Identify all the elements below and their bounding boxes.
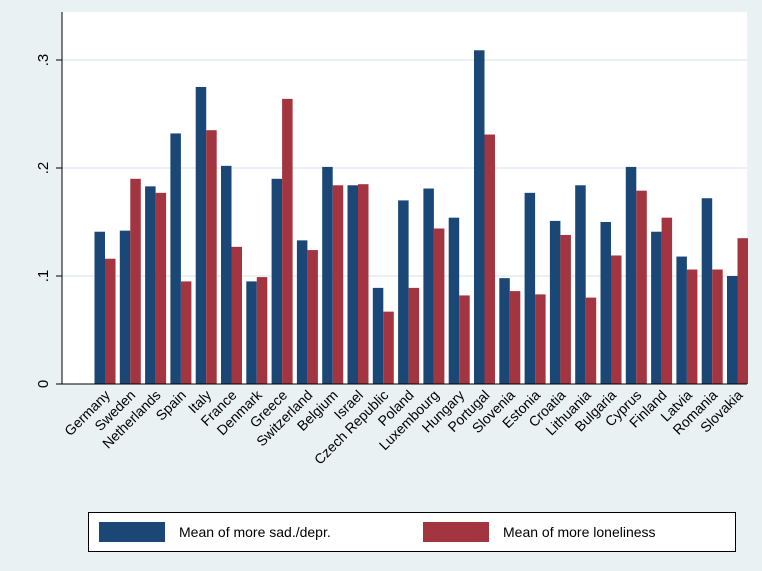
- bar-sad-depr-hungary: [448, 217, 460, 384]
- legend: Mean of more sad./depr. Mean of more lon…: [88, 512, 736, 552]
- bar-loneliness-lithuania: [585, 297, 597, 384]
- bar-loneliness-latvia: [686, 269, 698, 384]
- legend-label-series-1: Mean of more sad./depr.: [179, 524, 331, 540]
- bar-loneliness-poland: [408, 287, 420, 384]
- bar-loneliness-bulgaria: [611, 255, 622, 384]
- bar-sad-depr-italy: [195, 87, 207, 384]
- bar-sad-depr-estonia: [524, 192, 536, 384]
- bar-sad-depr-slovakia: [727, 276, 738, 384]
- bar-loneliness-luxembourg: [433, 228, 445, 384]
- bar-sad-depr-bulgaria: [600, 222, 611, 384]
- bar-chart: 0.1.2.3 GermanySwedenNetherlandsSpainIta…: [35, 12, 748, 467]
- y-tick-label: .3: [35, 54, 52, 67]
- bar-sad-depr-poland: [398, 200, 409, 384]
- bar-loneliness-israel: [358, 184, 369, 384]
- bar-sad-depr-finland: [651, 231, 662, 384]
- bar-loneliness-estonia: [535, 294, 546, 384]
- bar-sad-depr-portugal: [474, 50, 485, 384]
- bar-loneliness-finland: [661, 217, 673, 384]
- bar-sad-depr-switzerland: [296, 240, 308, 384]
- bar-sad-depr-croatia: [549, 220, 561, 384]
- bar-sad-depr-lithuania: [575, 185, 586, 384]
- y-tick-label: .2: [35, 162, 52, 175]
- bar-sad-depr-israel: [347, 185, 358, 384]
- bar-sad-depr-luxembourg: [423, 188, 434, 384]
- bar-loneliness-france: [231, 246, 242, 384]
- legend-label-series-2: Mean of more loneliness: [503, 524, 656, 540]
- bar-sad-depr-sweden: [119, 230, 131, 384]
- bar-loneliness-italy: [206, 130, 217, 384]
- legend-item-series-1: Mean of more sad./depr.: [99, 522, 331, 542]
- y-tick-label: .1: [35, 270, 52, 283]
- bar-loneliness-slovenia: [509, 291, 521, 384]
- bar-loneliness-czech-republic: [383, 311, 394, 384]
- bar-sad-depr-netherlands: [145, 186, 156, 384]
- bar-sad-depr-greece: [271, 178, 283, 384]
- legend-swatch-series-1: [99, 522, 165, 542]
- bar-sad-depr-belgium: [322, 166, 333, 384]
- bar-loneliness-greece: [282, 98, 293, 384]
- bar-sad-depr-france: [221, 165, 232, 384]
- bar-sad-depr-romania: [701, 198, 713, 384]
- bar-sad-depr-latvia: [676, 256, 687, 384]
- bar-sad-depr-cyprus: [625, 166, 637, 384]
- bar-sad-depr-spain: [170, 133, 181, 384]
- bar-loneliness-hungary: [459, 295, 470, 384]
- bar-loneliness-sweden: [130, 178, 141, 384]
- bar-loneliness-portugal: [484, 134, 495, 384]
- bar-sad-depr-czech-republic: [372, 287, 384, 384]
- bar-loneliness-spain: [180, 281, 192, 384]
- bar-loneliness-denmark: [256, 277, 268, 384]
- bar-sad-depr-denmark: [246, 281, 257, 384]
- bar-loneliness-germany: [105, 258, 116, 384]
- bar-loneliness-belgium: [332, 185, 344, 384]
- bar-loneliness-switzerland: [307, 250, 318, 384]
- bar-loneliness-netherlands: [155, 192, 167, 384]
- bar-loneliness-cyprus: [636, 190, 647, 384]
- bar-loneliness-slovakia: [737, 238, 748, 384]
- legend-item-series-2: Mean of more loneliness: [423, 522, 656, 542]
- y-tick-label: 0: [35, 380, 52, 388]
- bar-sad-depr-germany: [94, 231, 105, 384]
- bar-loneliness-romania: [712, 269, 723, 384]
- bar-loneliness-croatia: [560, 234, 571, 384]
- bar-sad-depr-slovenia: [499, 278, 510, 384]
- legend-swatch-series-2: [423, 522, 489, 542]
